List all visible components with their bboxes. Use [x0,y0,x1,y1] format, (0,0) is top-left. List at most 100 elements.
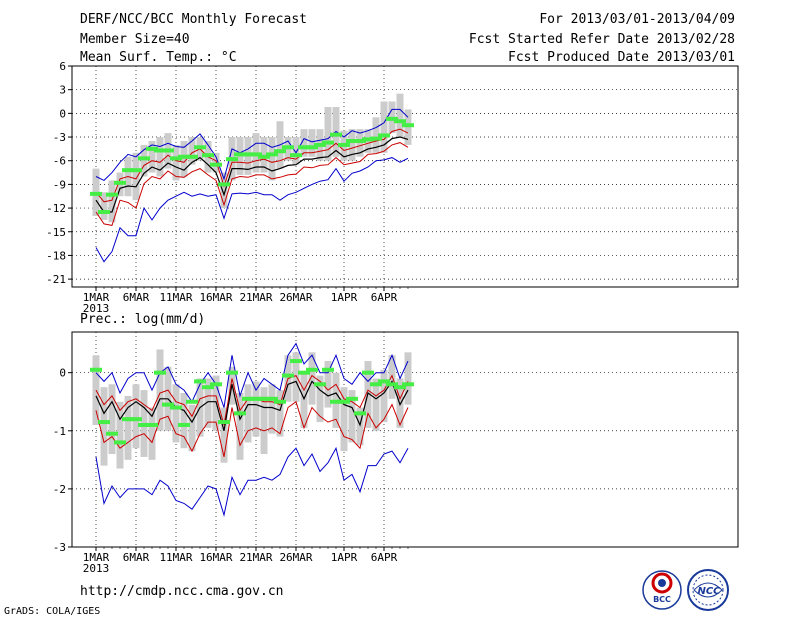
spread-box [380,369,388,423]
observed-marker [322,140,334,145]
spread-box [156,137,164,177]
spread-box [372,378,380,431]
observed-marker [122,168,134,173]
source-url: http://cmdp.ncc.cma.gov.cn [80,584,284,599]
observed-marker [242,152,254,157]
observed-marker [226,157,238,162]
observed-marker [194,145,206,150]
observed-marker [274,149,286,154]
observed-marker [282,373,294,378]
x-tick-label: 21MAR [239,291,272,304]
spread-box [156,349,164,431]
spread-box [116,401,124,469]
observed-marker [282,145,294,150]
y-tick-label: -3 [53,131,66,144]
refer-date: Fcst Started Refer Date 2013/02/28 [469,32,735,47]
observed-marker [362,137,374,142]
observed-marker [154,370,166,375]
observed-marker [338,142,350,147]
spread-box [172,144,180,181]
observed-marker [314,382,326,387]
observed-marker [298,145,310,150]
spread-box [148,407,156,460]
observed-marker [322,367,334,372]
spread-box [244,384,252,443]
spread-box [268,137,276,181]
observed-marker [378,133,390,138]
series-lower-line [95,142,409,226]
y-tick-label: -18 [46,249,66,262]
observed-marker [306,367,318,372]
observed-marker [402,382,414,387]
produced-date: Fcst Produced Date 2013/03/01 [508,50,735,65]
observed-marker [154,148,166,153]
observed-marker [178,154,190,159]
observed-marker [378,379,390,384]
observed-marker [394,119,406,124]
y-tick-label: 0 [59,367,66,380]
observed-marker [242,396,254,401]
spread-box [324,361,332,408]
y-tick-label: -6 [53,155,66,168]
spread-box [308,129,316,157]
spread-box [292,137,300,165]
y-tick-label: -9 [53,178,66,191]
series-ensemble-mean-line [95,380,409,431]
observed-marker [314,142,326,147]
observed-marker [226,370,238,375]
spread-box [188,137,196,165]
observed-marker [346,396,358,401]
spread-box [188,404,196,452]
series-ensemble-mean-line [95,136,409,213]
observed-marker [178,422,190,427]
spread-box [292,352,300,402]
y-tick-label: -3 [53,541,66,554]
x-tick-label: 6MAR [123,551,150,564]
spread-box [300,372,308,428]
observed-marker [146,146,158,151]
observed-marker [274,399,286,404]
observed-marker [290,153,302,158]
x-tick-label: 6APR [371,551,398,564]
observed-marker [162,402,174,407]
spread-box [148,140,156,173]
x-tick-label: 11MAR [159,291,192,304]
spread-box [396,93,404,138]
spread-box [220,172,228,209]
observed-marker [306,145,318,150]
grads-credit: GrADS: COLA/IGES [4,606,100,617]
observed-marker [258,396,270,401]
observed-marker [202,385,214,390]
spread-box [100,387,108,466]
observed-marker [218,420,230,425]
spread-box [372,117,380,153]
observed-marker [250,396,262,401]
x-tick-label: 16MAR [199,551,232,564]
observed-marker [386,382,398,387]
y-tick-label: -1 [53,425,66,438]
observed-marker [130,417,142,422]
spread-box [348,129,356,161]
observed-marker [234,411,246,416]
y-tick-label: -12 [46,202,66,215]
forecast-period: For 2013/03/01-2013/04/09 [539,12,735,27]
observed-marker [98,210,110,215]
observed-marker [330,399,342,404]
member-size-label: Member Size=40 [80,32,190,47]
y-tick-label: 3 [59,84,66,97]
observed-marker [386,116,398,121]
spread-box [132,152,140,201]
bcc-logo-text: BCC [653,595,671,604]
spread-box [252,381,260,437]
spread-box [108,384,116,455]
observed-marker [402,123,414,128]
spread-box [100,192,108,220]
spread-box [140,144,148,177]
observed-marker [258,154,270,159]
observed-marker [394,385,406,390]
spread-box [204,378,212,428]
x-tick-label: 11MAR [159,551,192,564]
observed-marker [234,152,246,157]
observed-marker [106,431,118,436]
